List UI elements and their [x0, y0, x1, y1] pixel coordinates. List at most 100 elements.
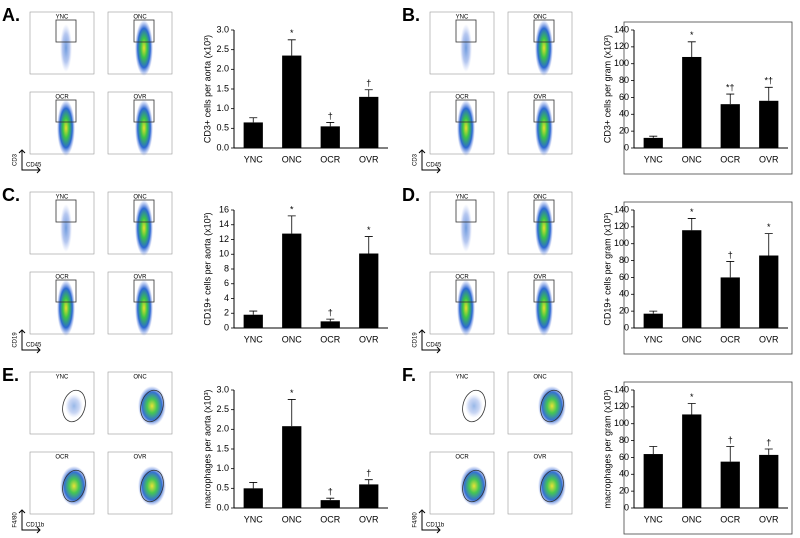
error-bar	[364, 479, 373, 485]
y-axis-label: macrophages per aorta (x10³)	[202, 389, 212, 508]
x-tick-label: YNC	[244, 514, 264, 524]
flow-plot: OCR	[429, 451, 495, 515]
panel-label: B.	[402, 5, 420, 25]
flow-gate	[62, 469, 86, 503]
y-tick-label: 0.0	[216, 502, 229, 512]
y-axis-label: macrophages per gram (x10³)	[602, 389, 612, 508]
axis-arrow	[18, 509, 41, 534]
significance-mark: *	[290, 28, 294, 38]
flow-gate	[62, 389, 86, 423]
flow-gate	[55, 279, 77, 303]
y-tick-label: 6	[224, 278, 229, 288]
x-tick-label: OVR	[759, 514, 779, 524]
chart-frame	[623, 381, 793, 535]
y-tick-label: 3.0	[216, 24, 229, 34]
x-tick-label: ONC	[282, 334, 303, 344]
bar	[243, 488, 263, 508]
flow-plot: OCR	[29, 271, 95, 336]
axis-arrow	[18, 329, 41, 354]
flow-label: OVR	[133, 95, 147, 101]
y-tick-label: 40	[619, 289, 629, 299]
y-tick-label: 2.0	[216, 424, 229, 434]
axis-arrow	[418, 509, 441, 534]
significance-mark: *	[290, 204, 294, 214]
flow-plot: YNC	[429, 371, 495, 435]
significance-mark: *	[767, 222, 771, 232]
significance-mark: †	[328, 487, 333, 497]
y-tick-label: 120	[614, 41, 629, 51]
y-tick-label: 120	[614, 401, 629, 411]
bar	[243, 122, 263, 148]
flow-plot: OCR	[29, 451, 95, 515]
y-tick-label: 140	[614, 204, 629, 214]
y-tick-label: 1.0	[216, 463, 229, 473]
bar	[359, 96, 379, 148]
y-tick-label: 8	[224, 263, 229, 273]
axis-arrow	[418, 149, 441, 174]
error-bar	[249, 117, 258, 123]
bar	[682, 56, 702, 148]
x-tick-label: ONC	[682, 514, 703, 524]
y-tick-label: 40	[619, 109, 629, 119]
y-tick-label: 20	[619, 126, 629, 136]
flow-density	[465, 394, 483, 418]
significance-mark: †	[366, 78, 371, 88]
significance-mark: †	[766, 437, 771, 447]
error-bar	[649, 446, 658, 455]
flow-label: ONC	[133, 195, 147, 201]
significance-mark: *	[367, 225, 371, 235]
flow-plot: YNC	[29, 11, 95, 75]
y-tick-label: 0.0	[216, 142, 229, 152]
flow-plot: OVR	[107, 271, 173, 336]
error-bar	[326, 318, 335, 322]
y-tick-label: 10	[219, 249, 229, 259]
flow-label: YNC	[56, 15, 69, 21]
flow-density	[460, 24, 472, 72]
x-marker: CD11b	[26, 523, 45, 529]
x-tick-label: OVR	[759, 334, 779, 344]
x-marker: CD45	[26, 163, 42, 169]
flow-plot: OVR	[107, 91, 173, 156]
x-tick-label: YNC	[244, 154, 264, 164]
flow-density	[535, 200, 553, 256]
flow-gate	[140, 469, 164, 503]
panel: E. YNC ONC OCR OVR F4/80 CD11b 0.0 0.5 1.0 1.5 2.0 2…	[2, 365, 388, 534]
flow-density	[135, 20, 153, 76]
y-tick-label: 2	[224, 308, 229, 318]
y-tick-label: 80	[619, 75, 629, 85]
bar	[320, 500, 340, 508]
flow-density	[60, 466, 88, 506]
chart-frame	[623, 201, 793, 355]
error-bar	[326, 497, 335, 501]
y-axis-label: CD3+ cells per gram (x10³)	[602, 35, 612, 143]
y-tick-label: 140	[614, 384, 629, 394]
chart-frame	[623, 21, 793, 175]
flow-gate	[540, 469, 564, 503]
bar	[759, 100, 779, 148]
flow-density	[60, 24, 72, 72]
x-tick-label: ONC	[282, 514, 303, 524]
flow-gate	[462, 469, 486, 503]
y-tick-label: 0.5	[216, 483, 229, 493]
x-tick-label: OCR	[320, 334, 341, 344]
flow-gate	[55, 19, 77, 43]
x-tick-label: YNC	[644, 514, 664, 524]
flow-density	[538, 466, 566, 506]
bar	[282, 426, 302, 508]
x-tick-label: OCR	[720, 154, 741, 164]
flow-density	[457, 100, 475, 156]
flow-density	[138, 386, 166, 426]
error-bar	[249, 310, 258, 315]
panel: F. YNC ONC OCR OVR F4/80 CD11b 0 20 40 60 80 100 120 1…	[402, 365, 793, 535]
flow-gate	[455, 199, 477, 223]
error-bar	[726, 261, 735, 278]
flow-plot: OVR	[507, 451, 573, 515]
flow-gate	[462, 389, 486, 423]
flow-gate	[533, 19, 555, 43]
flow-label: YNC	[456, 15, 469, 21]
flow-frame	[29, 371, 95, 435]
x-tick-label: YNC	[644, 154, 664, 164]
flow-gate	[140, 389, 164, 423]
flow-label: ONC	[133, 375, 147, 381]
error-bar	[649, 135, 658, 138]
